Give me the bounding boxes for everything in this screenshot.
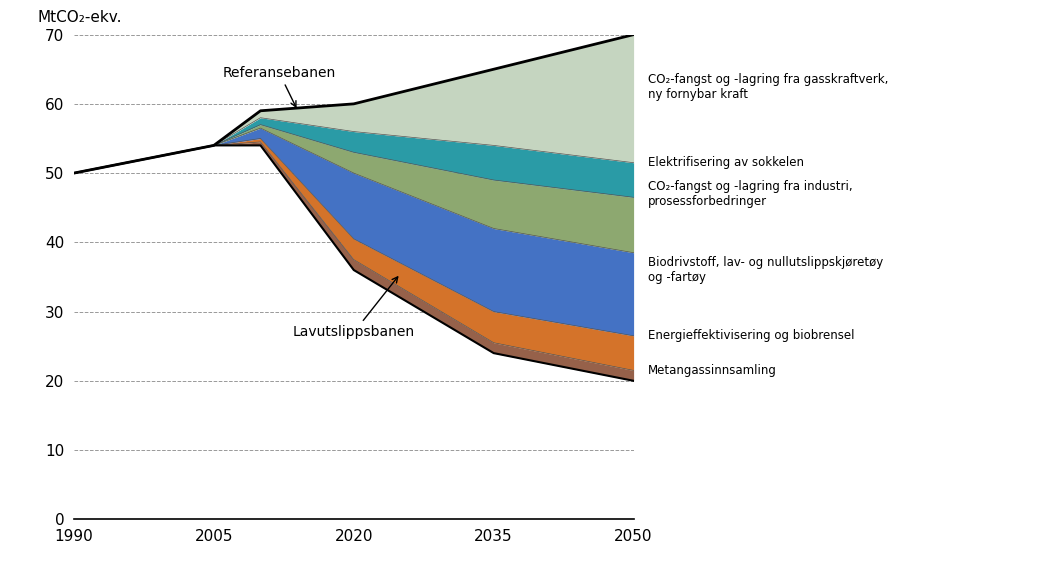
Text: MtCO₂-ekv.: MtCO₂-ekv. (38, 10, 122, 25)
Text: Lavutslippsbanen: Lavutslippsbanen (293, 277, 415, 339)
Text: CO₂-fangst og -lagring fra gasskraftverk,
ny fornybar kraft: CO₂-fangst og -lagring fra gasskraftverk… (647, 73, 888, 100)
Text: Metangassinnsamling: Metangassinnsamling (647, 364, 776, 377)
Text: Energieffektivisering og biobrensel: Energieffektivisering og biobrensel (647, 329, 854, 342)
Text: Elektrifisering av sokkelen: Elektrifisering av sokkelen (647, 156, 804, 169)
Text: Biodrivstoff, lav- og nullutslippskjøretøy
og -fartøy: Biodrivstoff, lav- og nullutslippskjøret… (647, 256, 883, 284)
Text: CO₂-fangst og -lagring fra industri,
prosessforbedringer: CO₂-fangst og -lagring fra industri, pro… (647, 180, 852, 208)
Text: Referansebanen: Referansebanen (223, 66, 336, 107)
